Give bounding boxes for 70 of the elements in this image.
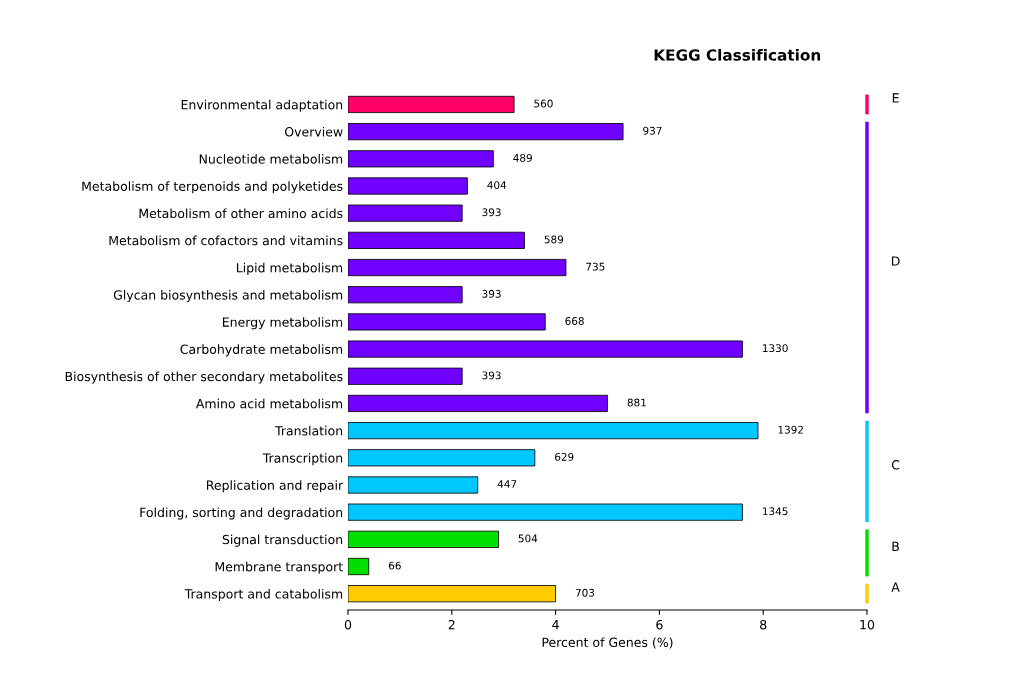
annotation: 1392 — [778, 425, 803, 434]
x-tick-label: 6 — [656, 619, 663, 630]
y-tick-label: Biosynthesis of other secondary metabolites — [65, 371, 343, 384]
bar — [348, 177, 468, 195]
y-tick-label: Environmental adaptation — [181, 99, 343, 112]
y-tick-label: Metabolism of terpenoids and polyketides — [82, 181, 343, 194]
bar — [348, 367, 463, 385]
bar — [348, 585, 557, 603]
annotation: 447 — [497, 480, 517, 488]
y-tick-label: Amino acid metabolism — [195, 398, 343, 409]
bar — [348, 258, 567, 277]
annotation: 393 — [482, 208, 501, 217]
annotation: 1345 — [763, 507, 788, 516]
annotation: 937 — [643, 126, 662, 135]
bar — [348, 95, 515, 114]
y-tick-label: Energy metabolism — [222, 317, 343, 330]
annotation: 668 — [565, 317, 584, 325]
bar — [348, 530, 499, 548]
annotation: 1330 — [763, 344, 788, 353]
y-tick-label: Nucleotide metabolism — [199, 154, 343, 164]
x-tick-label: 10 — [860, 619, 875, 630]
bar — [348, 422, 759, 440]
bar — [348, 123, 624, 141]
annotation: 393 — [482, 371, 501, 380]
bar — [348, 313, 546, 331]
bar — [348, 150, 494, 168]
text: E — [892, 93, 899, 103]
annotation: 881 — [627, 398, 646, 407]
text: D — [891, 256, 900, 266]
x-tick-label: 2 — [448, 619, 455, 630]
bar — [348, 340, 743, 358]
annotation: 504 — [518, 534, 538, 543]
y-tick-label: Metabolism of cofactors and vitamins — [109, 235, 343, 246]
y-tick-label: Folding, sorting and degradation — [140, 507, 343, 520]
bar — [348, 449, 536, 467]
bar — [348, 231, 525, 249]
annotation: 703 — [575, 588, 595, 597]
y-tick-label: Signal transduction — [222, 534, 343, 547]
y-tick-label: Transcription — [262, 453, 343, 466]
annotation: 404 — [487, 181, 507, 190]
y-tick-label: Metabolism of other amino acids — [139, 208, 343, 219]
x-tick-label: 4 — [552, 620, 559, 630]
annotation: 489 — [513, 153, 532, 162]
y-tick-label: Replication and repair — [206, 480, 344, 493]
annotation: 735 — [586, 262, 605, 271]
annotation: 589 — [544, 235, 564, 244]
y-tick-label: Membrane transport — [215, 561, 343, 574]
y-tick-label: Translation — [275, 425, 343, 436]
x-axis-title: Percent of Genes (%) — [542, 637, 673, 649]
bar — [348, 476, 479, 494]
annotation: 629 — [555, 452, 574, 461]
bar — [348, 557, 370, 576]
x-tick-label: 0 — [344, 619, 352, 630]
x-tick-label: 8 — [760, 619, 767, 630]
annotation: 560 — [534, 99, 553, 108]
y-tick-label: Overview — [284, 126, 343, 137]
chart-title: KEGG Classification — [654, 48, 821, 61]
annotation: 66 — [388, 561, 401, 570]
annotation: 393 — [482, 289, 501, 298]
bar — [348, 286, 463, 304]
y-tick-label: Transport and catabolism — [184, 588, 343, 602]
text: C — [891, 460, 900, 470]
text: B — [892, 541, 899, 551]
bar — [348, 204, 463, 222]
bar — [348, 394, 608, 413]
y-tick-label: Carbohydrate metabolism — [180, 344, 343, 357]
text: A — [891, 582, 900, 592]
y-tick-label: Glycan biosynthesis and metabolism — [113, 289, 343, 303]
bar — [348, 503, 743, 521]
y-tick-label: Lipid metabolism — [236, 262, 343, 275]
